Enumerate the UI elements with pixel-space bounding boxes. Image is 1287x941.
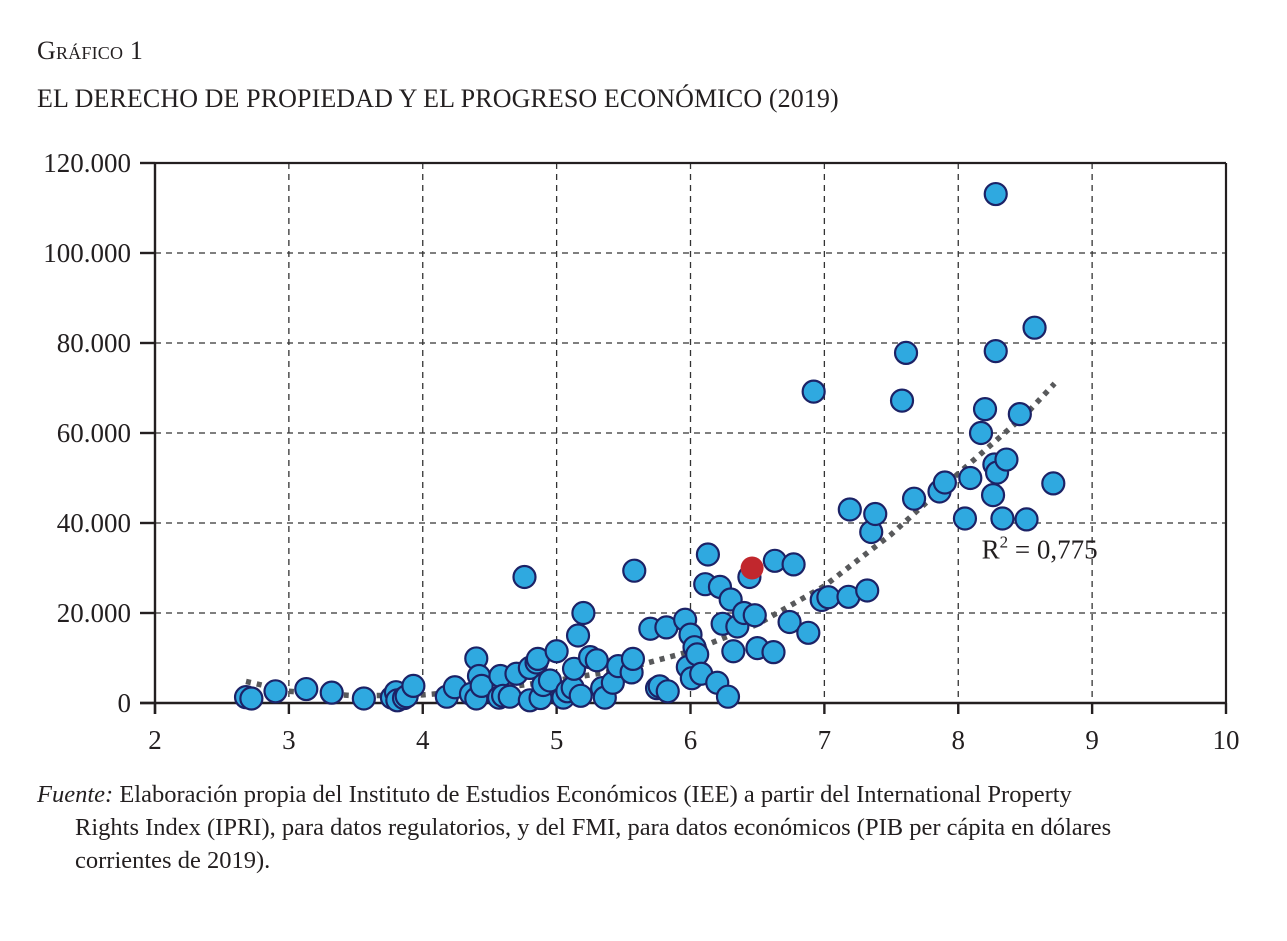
data-point bbox=[685, 642, 710, 667]
data-point bbox=[1007, 402, 1032, 427]
x-tick-label: 6 bbox=[684, 725, 698, 755]
data-point bbox=[469, 673, 494, 699]
data-point bbox=[990, 506, 1015, 531]
y-tick-label: 40.000 bbox=[57, 508, 131, 538]
data-point bbox=[294, 676, 319, 702]
data-point bbox=[863, 501, 888, 527]
data-point-highlight bbox=[740, 556, 764, 580]
data-point bbox=[855, 578, 880, 603]
chart-title: EL DERECHO DE PROPIEDAD Y EL PROGRESO EC… bbox=[37, 84, 839, 113]
data-point bbox=[980, 483, 1006, 508]
x-tick-label: 4 bbox=[416, 725, 430, 755]
data-point bbox=[584, 648, 609, 673]
y-tick-label: 120.000 bbox=[43, 148, 131, 178]
data-point bbox=[721, 639, 746, 664]
data-point bbox=[972, 397, 998, 422]
data-point bbox=[695, 542, 721, 567]
source-label: Fuente: bbox=[37, 781, 114, 808]
x-tick-label: 5 bbox=[550, 725, 564, 755]
x-tick-label: 8 bbox=[952, 725, 966, 755]
x-tick-label: 7 bbox=[818, 725, 832, 755]
data-point bbox=[622, 558, 647, 583]
data-point bbox=[796, 620, 821, 645]
data-point bbox=[901, 486, 927, 511]
r2-value: = 0,775 bbox=[1008, 535, 1097, 565]
data-point bbox=[715, 684, 741, 709]
data-point bbox=[761, 640, 786, 665]
data-point bbox=[571, 600, 596, 626]
data-point bbox=[893, 340, 919, 365]
data-point bbox=[777, 609, 802, 635]
trendline-path bbox=[245, 381, 1057, 699]
data-point bbox=[983, 181, 1008, 207]
data-point bbox=[512, 564, 537, 590]
source-text-line2: Rights Index (IPRI), para datos regulato… bbox=[75, 814, 1112, 841]
y-tick-label: 80.000 bbox=[57, 328, 131, 358]
data-point bbox=[932, 470, 957, 495]
data-point bbox=[561, 656, 587, 681]
data-point bbox=[319, 680, 344, 705]
x-tick-label: 3 bbox=[282, 725, 296, 755]
data-point bbox=[1014, 507, 1039, 532]
data-point bbox=[544, 639, 569, 664]
r-squared-label: R2 = 0,775 bbox=[982, 533, 1098, 565]
source-note: Fuente: Elaboración propia del Instituto… bbox=[37, 778, 1252, 877]
data-point bbox=[620, 646, 646, 672]
grid-lines bbox=[155, 163, 1226, 703]
data-point bbox=[958, 465, 983, 491]
source-text-line3: corrientes de 2019). bbox=[75, 847, 271, 874]
data-point bbox=[401, 673, 426, 699]
data-point bbox=[351, 686, 376, 711]
data-point bbox=[742, 603, 767, 628]
axis-ticks: 0 20.000 40.000 60.000 80.000 100.000 120.000 2… bbox=[43, 148, 1239, 755]
source-text-line1: Elaboración propia del Instituto de Estu… bbox=[119, 781, 1072, 808]
r2-superscript: 2 bbox=[1000, 533, 1009, 552]
x-tick-label: 10 bbox=[1213, 725, 1240, 755]
data-point bbox=[568, 683, 593, 708]
trendline bbox=[245, 381, 1057, 699]
data-point bbox=[952, 506, 978, 531]
data-point bbox=[1041, 471, 1066, 496]
x-tick-label: 9 bbox=[1085, 725, 1099, 755]
annotations: R2 = 0,775 bbox=[982, 533, 1098, 565]
data-point bbox=[801, 379, 826, 404]
data-point bbox=[781, 552, 806, 577]
r2-base: R bbox=[982, 535, 1000, 565]
y-tick-label: 60.000 bbox=[57, 418, 131, 448]
data-point bbox=[263, 679, 288, 704]
data-points bbox=[233, 181, 1066, 713]
data-point bbox=[497, 684, 522, 709]
data-point bbox=[968, 420, 994, 446]
data-point bbox=[655, 679, 680, 704]
y-tick-label: 20.000 bbox=[57, 598, 131, 628]
figure-label: Gráfico 1 bbox=[37, 36, 143, 66]
y-tick-label: 100.000 bbox=[43, 238, 131, 268]
data-point bbox=[889, 388, 915, 413]
data-point bbox=[1022, 315, 1047, 340]
y-tick-label: 0 bbox=[118, 688, 132, 718]
axes bbox=[140, 161, 1228, 714]
figure-label-text: Gráfico 1 bbox=[37, 36, 144, 65]
data-point bbox=[837, 497, 862, 522]
data-point bbox=[239, 686, 264, 711]
x-tick-label: 2 bbox=[148, 725, 162, 755]
data-point bbox=[537, 668, 563, 693]
data-point bbox=[816, 585, 841, 610]
data-point bbox=[994, 447, 1019, 472]
data-point bbox=[983, 339, 1008, 364]
data-point bbox=[565, 623, 591, 648]
